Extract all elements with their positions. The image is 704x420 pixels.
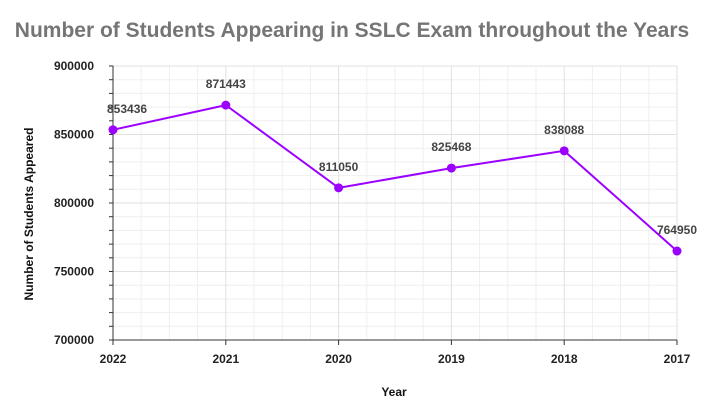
data-point	[446, 163, 456, 173]
x-tick-label: 2017	[664, 352, 691, 366]
y-tick-label: 800000	[54, 196, 94, 210]
data-label: 853436	[107, 102, 147, 116]
y-tick-label: 700000	[54, 333, 94, 347]
x-tick-label: 2022	[100, 352, 127, 366]
x-tick-label: 2018	[551, 352, 578, 366]
data-label: 825468	[431, 140, 471, 154]
y-tick-label: 900000	[54, 59, 94, 73]
data-label: 764950	[657, 223, 697, 237]
x-tick-label: 2021	[212, 352, 239, 366]
data-label: 811050	[319, 160, 359, 174]
data-point	[221, 100, 231, 110]
x-tick-labels: 2022 2021 2020 2019 2018 2017	[100, 352, 691, 366]
data-label: 838088	[544, 123, 584, 137]
axes	[109, 65, 678, 345]
data-point	[559, 146, 569, 156]
series-polyline	[112, 104, 678, 252]
y-axis-title: Number of Students Appeared	[22, 128, 36, 301]
x-tick-label: 2020	[325, 352, 352, 366]
x-axis-title: Year	[381, 385, 407, 399]
chart-title: Number of Students Appearing in SSLC Exa…	[14, 19, 690, 42]
grid-lines	[113, 65, 678, 340]
y-tick-label: 850000	[54, 128, 94, 142]
series-line	[112, 104, 678, 252]
data-labels: 853436 871443 811050 825468 838088 764950	[107, 77, 697, 237]
y-tick-label: 750000	[54, 265, 94, 279]
y-tick-labels: 700000 750000 800000 850000 900000	[54, 59, 94, 347]
x-tick-label: 2019	[438, 352, 465, 366]
data-point	[672, 246, 682, 256]
data-point	[334, 183, 344, 193]
data-points	[108, 100, 682, 256]
data-label: 871443	[206, 77, 246, 91]
data-point	[108, 125, 118, 135]
